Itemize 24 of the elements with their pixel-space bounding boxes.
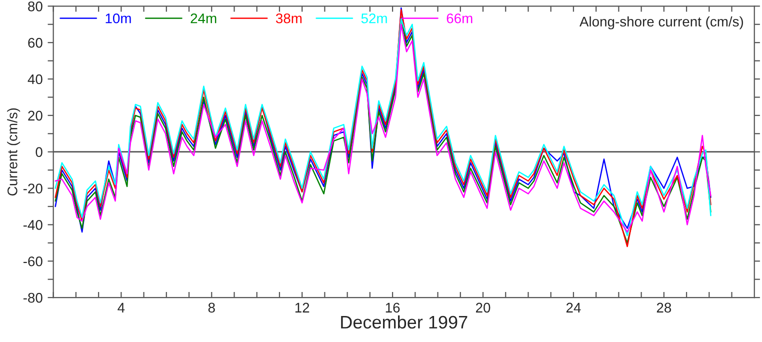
y-tick-label: 40 <box>28 74 42 84</box>
x-tick-label: 4 <box>118 302 125 312</box>
legend-label: 66m <box>446 13 472 24</box>
text: 38m <box>276 13 302 24</box>
y-tick-label: -60 <box>23 256 42 266</box>
y-axis-title: Current (cm/s) <box>7 108 20 196</box>
y-tick-label: -40 <box>23 220 42 230</box>
y-tick-label: -20 <box>23 184 42 194</box>
x-tick-label: 12 <box>295 302 310 312</box>
x-axis-title: December 1997 <box>341 315 468 329</box>
x-tick-label: 8 <box>208 302 215 313</box>
x-tick-label: 20 <box>476 302 490 313</box>
text: 10m <box>106 13 131 24</box>
x-tick-label: 16 <box>386 302 400 313</box>
y-tick-label: 80 <box>28 1 42 12</box>
text: 24m <box>190 13 216 24</box>
y-tick-label: 0 <box>36 147 42 158</box>
annotation: Along-shore current (cm/s) <box>580 16 744 30</box>
y-tick-label: -80 <box>23 292 42 303</box>
x-tick-label: 28 <box>656 302 672 313</box>
legend-label: 52m <box>361 13 387 24</box>
y-tick-label: 60 <box>28 38 42 48</box>
x-tick-label: 24 <box>566 302 581 312</box>
y-tick-label: 20 <box>28 110 42 121</box>
